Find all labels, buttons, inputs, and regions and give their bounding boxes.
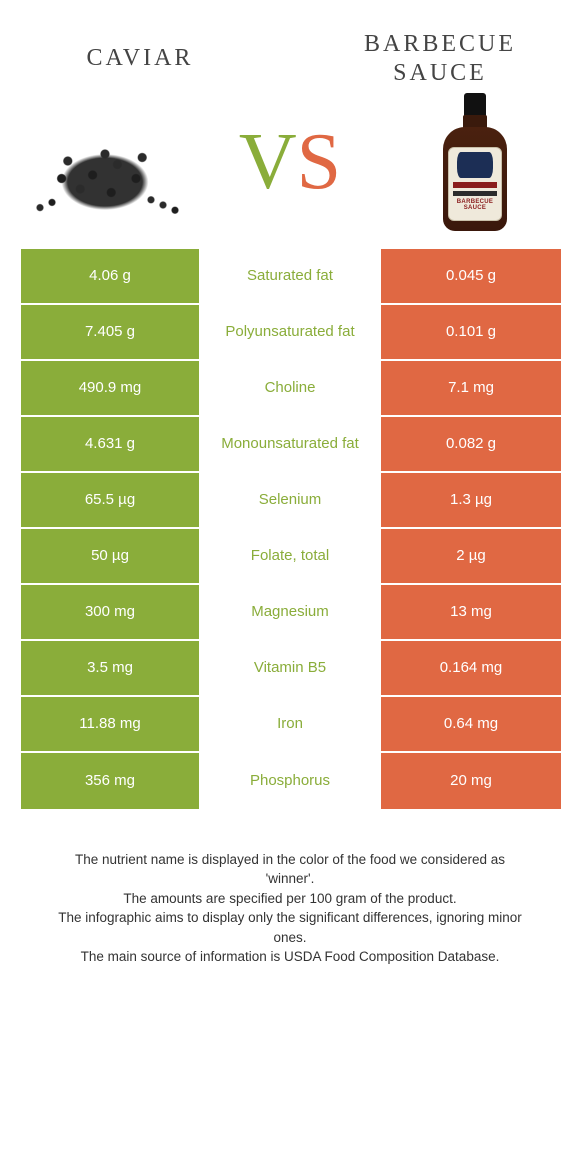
table-row: 7.405 gPolyunsaturated fat0.101 g [21,305,559,361]
right-value-cell: 0.164 mg [381,641,561,697]
right-value-cell: 20 mg [381,753,561,809]
vs-v: V [239,117,297,208]
nutrient-label-cell: Choline [201,361,381,417]
nutrient-label-cell: Saturated fat [201,249,381,305]
right-value-cell: 0.045 g [381,249,561,305]
left-value-cell: 4.06 g [21,249,201,305]
right-value-cell: 0.101 g [381,305,561,361]
left-value-cell: 11.88 mg [21,697,201,753]
left-value-cell: 3.5 mg [21,641,201,697]
left-value-cell: 490.9 mg [21,361,201,417]
nutrient-label-cell: Vitamin B5 [201,641,381,697]
table-row: 4.631 gMonounsaturated fat0.082 g [21,417,559,473]
nutrient-label-cell: Monounsaturated fat [201,417,381,473]
table-row: 3.5 mgVitamin B50.164 mg [21,641,559,697]
nutrient-label-cell: Phosphorus [201,753,381,809]
right-value-cell: 13 mg [381,585,561,641]
table-row: 490.9 mgCholine7.1 mg [21,361,559,417]
table-row: 300 mgMagnesium13 mg [21,585,559,641]
left-value-cell: 356 mg [21,753,201,809]
vs-label: VS [239,117,341,208]
right-value-cell: 0.082 g [381,417,561,473]
titles-row: CAVIAR BARBECUESAUCE [0,0,580,88]
caviar-image [30,98,180,228]
right-value-cell: 0.64 mg [381,697,561,753]
nutrient-label-cell: Selenium [201,473,381,529]
infographic: CAVIAR BARBECUESAUCE VS BARBECUESAU [0,0,580,967]
hero-row: VS BARBECUESAUCE [0,88,580,248]
footer-notes: The nutrient name is displayed in the co… [50,850,530,967]
left-value-cell: 65.5 µg [21,473,201,529]
nutrient-label-cell: Magnesium [201,585,381,641]
vs-s: S [297,117,342,208]
nutrient-table: 4.06 gSaturated fat0.045 g7.405 gPolyuns… [20,248,560,810]
footer-line-2: The amounts are specified per 100 gram o… [50,889,530,909]
left-food-title: CAVIAR [30,45,250,72]
right-value-cell: 1.3 µg [381,473,561,529]
nutrient-label-cell: Polyunsaturated fat [201,305,381,361]
left-value-cell: 300 mg [21,585,201,641]
nutrient-label-cell: Iron [201,697,381,753]
footer-line-1: The nutrient name is displayed in the co… [50,850,530,889]
table-row: 50 µgFolate, total2 µg [21,529,559,585]
table-row: 356 mgPhosphorus20 mg [21,753,559,809]
table-row: 65.5 µgSelenium1.3 µg [21,473,559,529]
bbq-sauce-image: BARBECUESAUCE [400,98,550,228]
left-value-cell: 4.631 g [21,417,201,473]
left-value-cell: 50 µg [21,529,201,585]
nutrient-label-cell: Folate, total [201,529,381,585]
footer-line-4: The main source of information is USDA F… [50,947,530,967]
right-food-title: BARBECUESAUCE [330,30,550,88]
table-row: 11.88 mgIron0.64 mg [21,697,559,753]
right-value-cell: 7.1 mg [381,361,561,417]
right-value-cell: 2 µg [381,529,561,585]
table-row: 4.06 gSaturated fat0.045 g [21,249,559,305]
bbq-label-text: BARBECUESAUCE [457,199,493,212]
left-value-cell: 7.405 g [21,305,201,361]
footer-line-3: The infographic aims to display only the… [50,908,530,947]
